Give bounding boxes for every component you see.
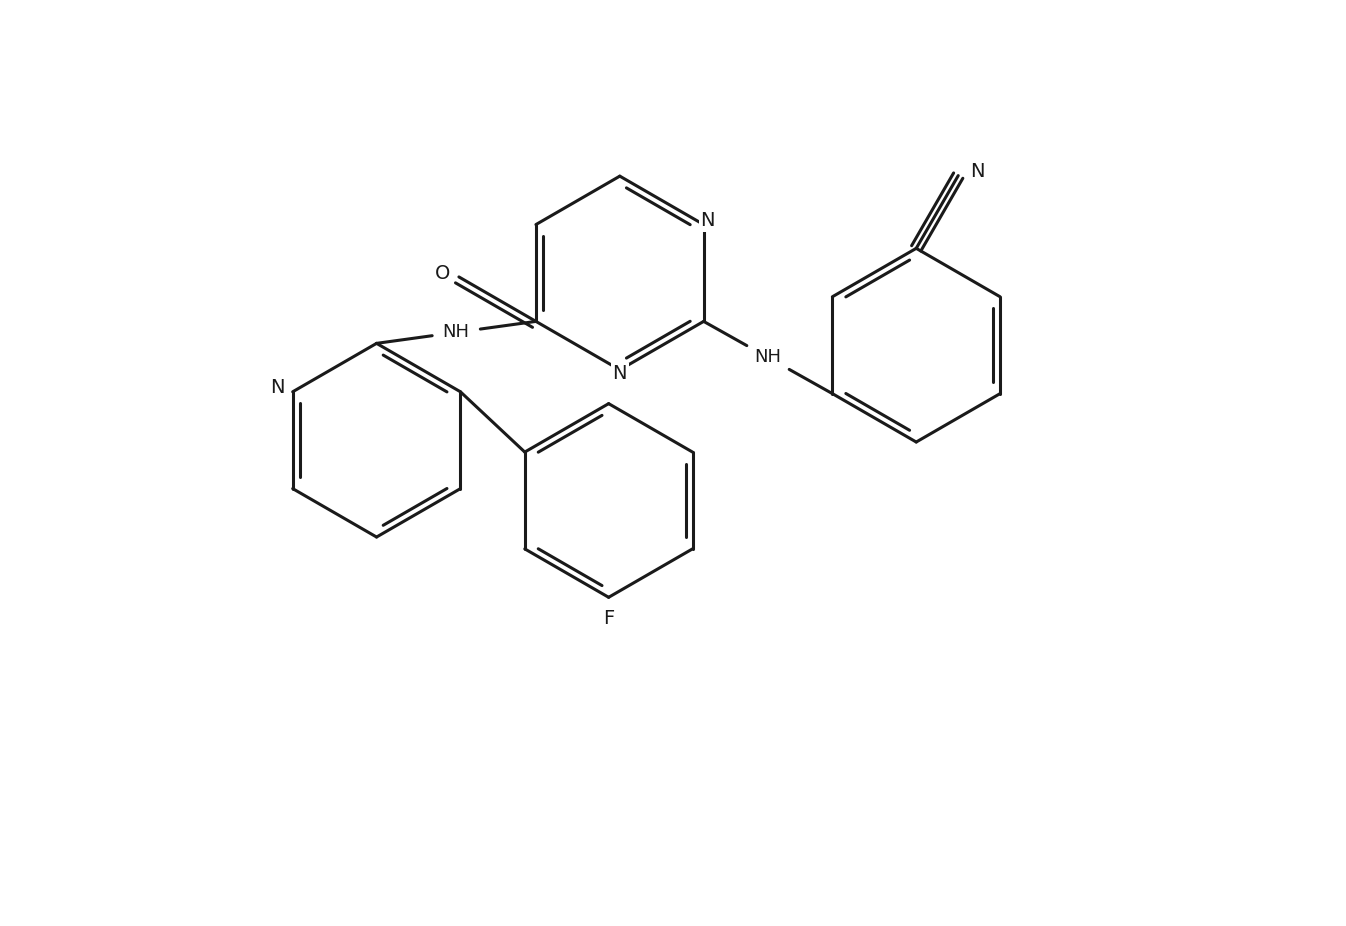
Text: F: F	[603, 609, 614, 628]
Text: O: O	[435, 264, 450, 282]
Text: NH: NH	[755, 348, 782, 367]
Text: N: N	[700, 211, 715, 231]
Text: NH: NH	[443, 323, 470, 342]
Text: N: N	[612, 364, 627, 383]
Text: N: N	[271, 379, 285, 397]
Text: N: N	[970, 162, 984, 181]
